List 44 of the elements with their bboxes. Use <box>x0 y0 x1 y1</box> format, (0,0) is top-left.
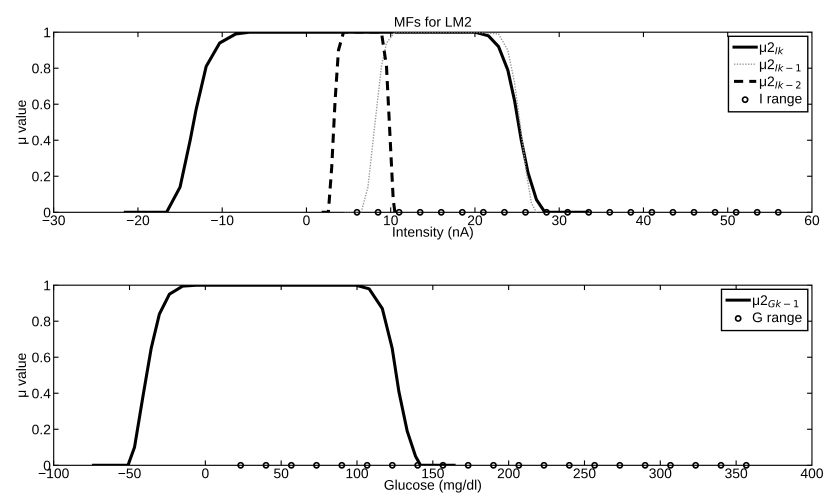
x-tick-label: 250 <box>574 468 596 478</box>
legend-label: μ2$_{Gk−1}$ <box>752 295 798 308</box>
x-tick-label: 150 <box>422 468 444 478</box>
legend-label: G range <box>752 312 802 325</box>
x-tick-label: −30 <box>42 215 65 226</box>
x-tick-label: 30 <box>552 215 566 226</box>
y-tick-label: 1 <box>44 28 50 38</box>
x-tick-label: 200 <box>498 468 520 478</box>
x-axis-title: Glucose (mg/dl) <box>384 480 481 493</box>
x-axis-title: Intensity (nA) <box>393 226 473 240</box>
legend-label: μ2$_{Ik−1}$ <box>760 59 801 72</box>
x-tick-label: 50 <box>720 215 735 226</box>
y-axis-title: μ value <box>16 353 29 397</box>
y-tick-label: 0 <box>44 460 50 470</box>
x-tick-label: 20 <box>468 215 482 226</box>
y-tick-label: 0.2 <box>32 172 50 182</box>
y-tick-label: 0 <box>44 208 50 218</box>
y-tick-label: 0.6 <box>32 352 50 362</box>
legend-label: μ2$_{Ik}$ <box>760 42 784 55</box>
chart-title: MFs for LM2 <box>394 16 472 27</box>
x-tick-label: 300 <box>649 468 672 478</box>
y-tick-label: 1 <box>44 280 50 290</box>
x-tick-label: −10 <box>211 215 234 226</box>
y-axis-title: μ value <box>16 100 29 144</box>
x-tick-label: −100 <box>38 468 69 478</box>
y-tick-label: 0.2 <box>32 424 50 434</box>
x-tick-label: 100 <box>346 468 368 478</box>
y-tick-label: 0.8 <box>32 64 50 74</box>
y-tick-label: 0.8 <box>32 316 50 326</box>
x-tick-label: 350 <box>725 468 748 478</box>
y-tick-label: 0.4 <box>32 136 51 146</box>
x-tick-label: 10 <box>384 215 398 226</box>
x-tick-label: −50 <box>118 468 141 478</box>
y-tick-label: 0.6 <box>32 100 50 110</box>
x-tick-label: 40 <box>636 215 651 226</box>
x-tick-label: 0 <box>202 468 209 478</box>
legend-label: I range <box>760 94 802 106</box>
x-tick-label: 60 <box>804 215 820 226</box>
legend-label: μ2$_{Ik−2}$ <box>760 76 801 89</box>
x-tick-label: 50 <box>274 468 288 478</box>
y-tick-label: 0.4 <box>32 388 51 398</box>
x-tick-label: 0 <box>303 215 310 226</box>
x-tick-label: −20 <box>126 215 150 226</box>
x-tick-label: 400 <box>800 468 823 478</box>
